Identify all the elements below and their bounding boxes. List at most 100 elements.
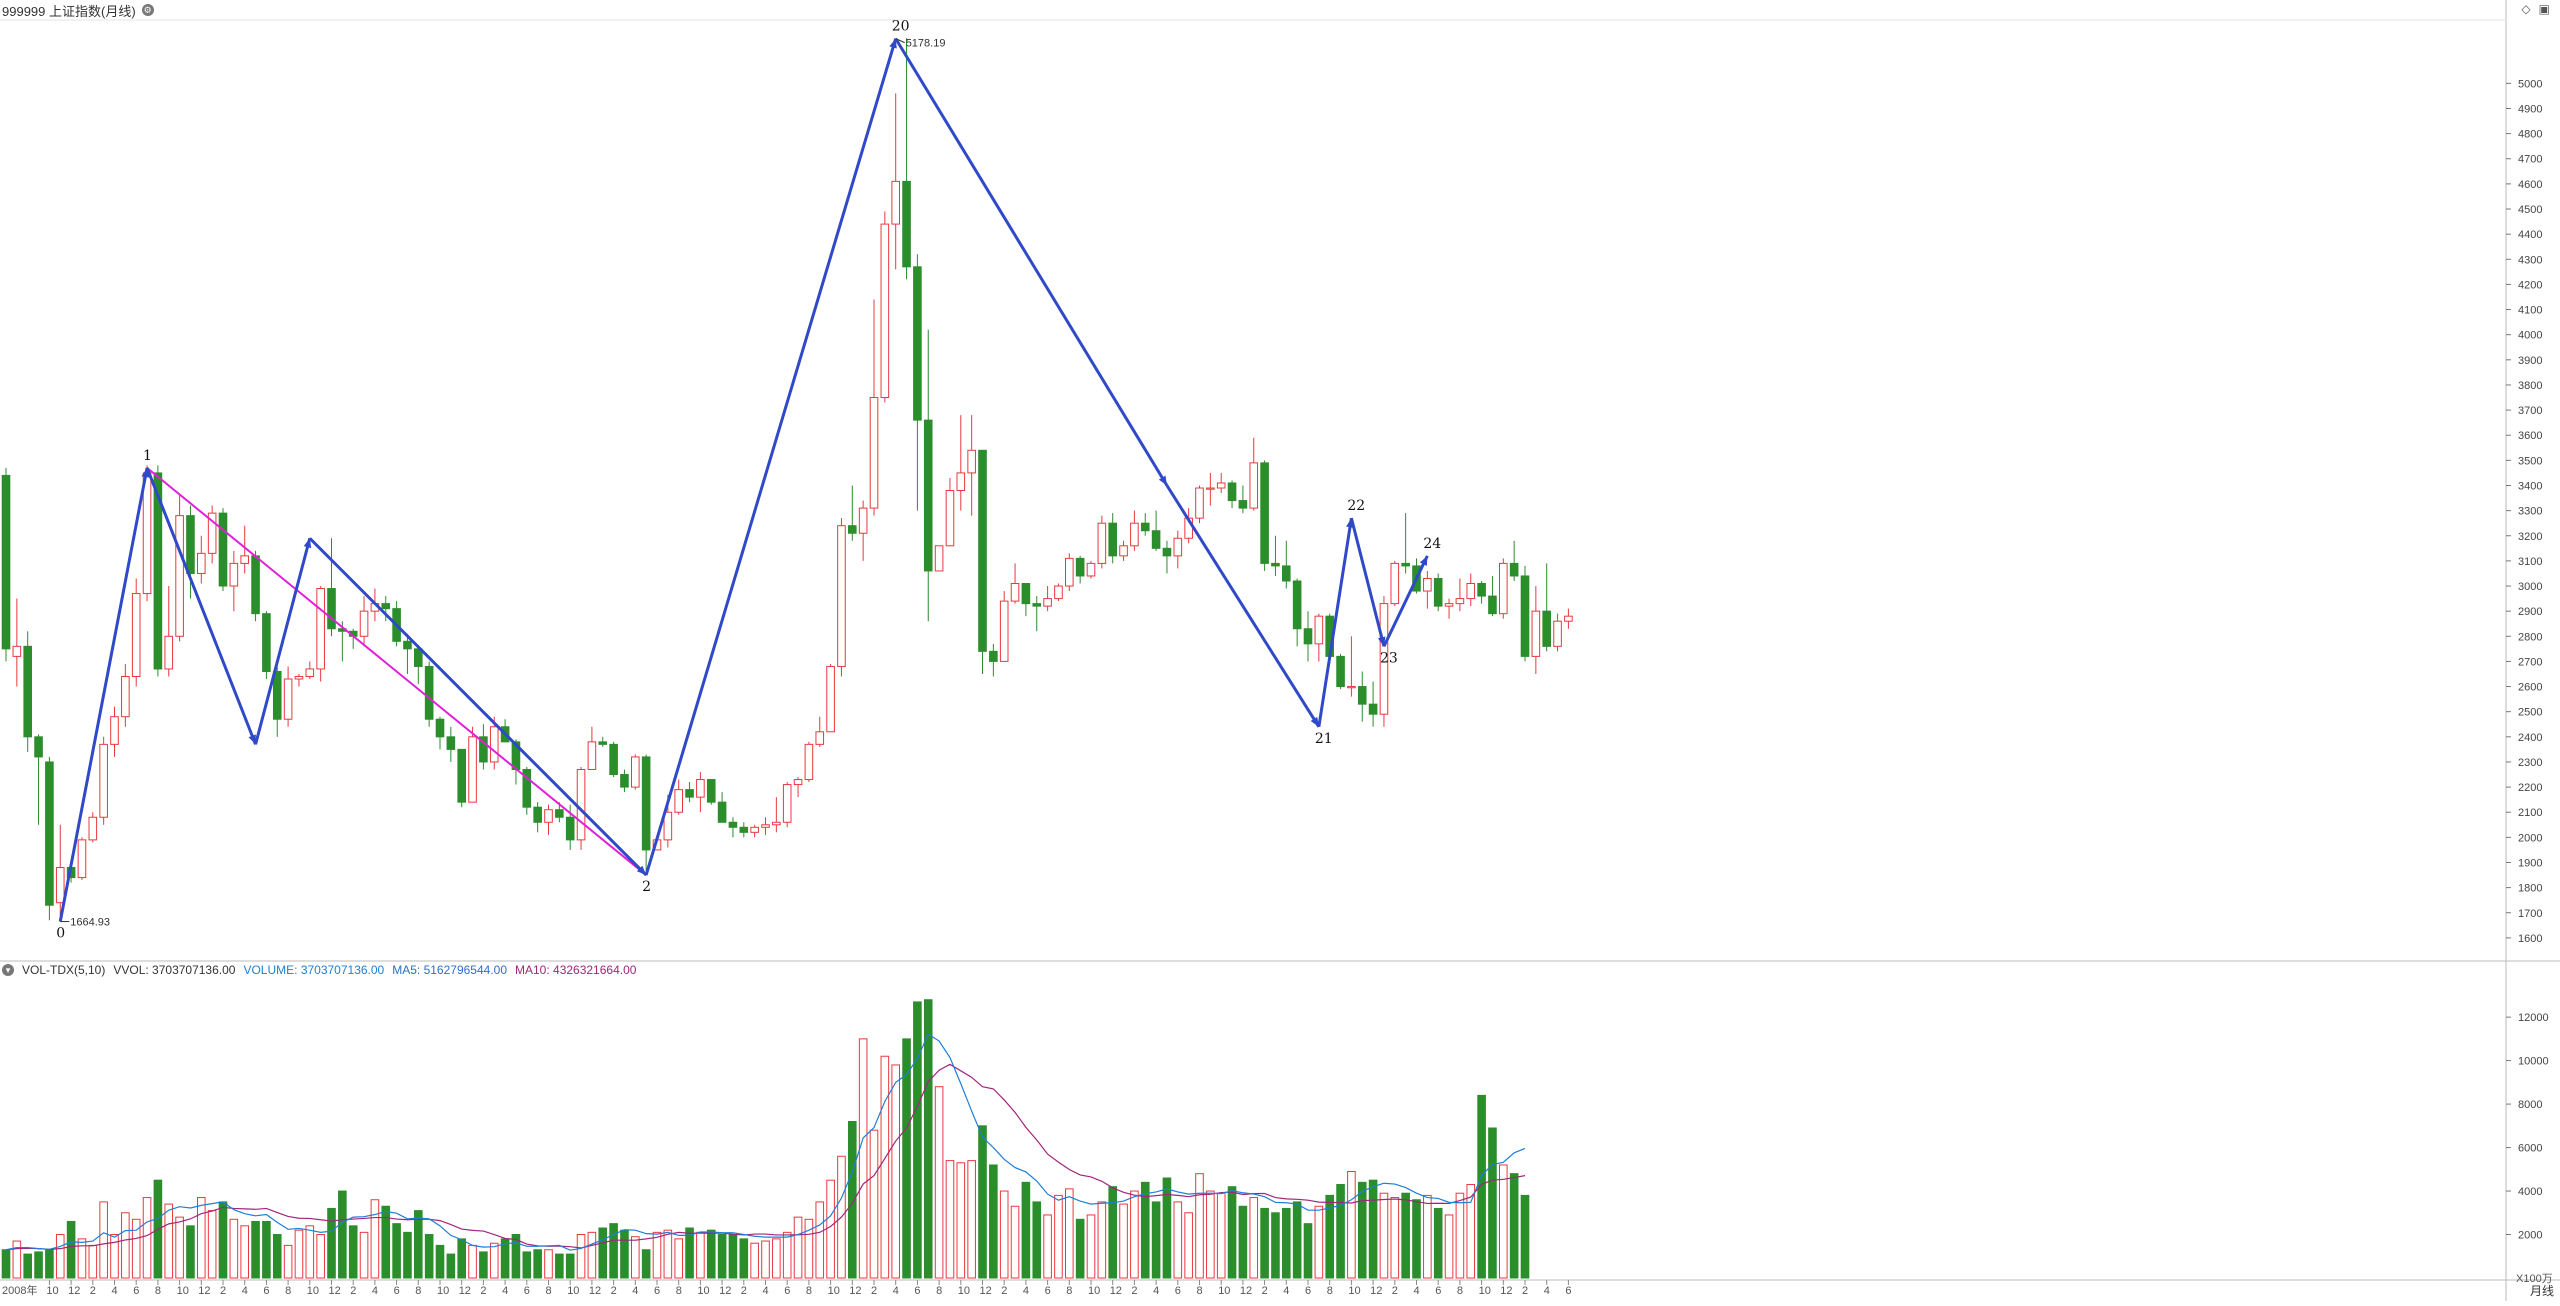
- volume-bar: [1444, 1214, 1454, 1279]
- candle: [1260, 462, 1269, 564]
- volume-bar: [283, 1244, 293, 1279]
- volume-bar: [1032, 1201, 1042, 1279]
- price-tick-label: 1900: [2518, 857, 2542, 869]
- volume-bar: [934, 1086, 944, 1279]
- diamond-icon[interactable]: ◇: [2521, 2, 2531, 16]
- candle: [99, 743, 108, 818]
- candle: [229, 562, 239, 587]
- wave-label: 20: [892, 19, 910, 35]
- time-tick-label: 4: [893, 1285, 899, 1297]
- volume-bar: [1, 1249, 11, 1279]
- gear-icon[interactable]: ⚙: [141, 4, 154, 16]
- volume-bar: [967, 1160, 976, 1279]
- time-tick-label: 8: [546, 1285, 552, 1297]
- candle: [359, 610, 369, 637]
- time-tick-label: 12: [68, 1285, 80, 1297]
- volume-bar: [1303, 1223, 1313, 1279]
- volume-bar: [620, 1229, 629, 1279]
- price-tick-label: 3300: [2518, 506, 2542, 518]
- price-tick-label: 4400: [2518, 229, 2542, 241]
- time-tick-label: 2: [611, 1285, 617, 1297]
- volume-bar: [489, 1242, 499, 1279]
- wave-arrowhead: [1158, 475, 1167, 486]
- volume-bar: [479, 1251, 488, 1279]
- candle: [555, 809, 564, 818]
- candle: [1357, 686, 1367, 705]
- candle: [869, 397, 879, 509]
- indicator-label[interactable]: VOL-TDX(5,10): [22, 963, 106, 977]
- time-tick-label: 2: [1262, 1285, 1268, 1297]
- candle: [316, 588, 325, 670]
- volume-bar: [1314, 1205, 1324, 1279]
- volume-bar: [294, 1229, 304, 1279]
- wave-segment: [1317, 517, 1353, 728]
- volume-bar: [197, 1197, 206, 1279]
- volume-bar: [142, 1197, 152, 1279]
- volume-bar: [902, 1038, 911, 1279]
- indicator-menu-icon[interactable]: ▾: [2, 964, 14, 976]
- volume-bar: [1097, 1201, 1107, 1279]
- candle: [1292, 580, 1302, 630]
- volume-bar: [327, 1207, 336, 1279]
- candle: [858, 507, 868, 534]
- volume-bar: [793, 1216, 803, 1279]
- time-tick-label: 12: [329, 1285, 341, 1297]
- candle: [468, 736, 477, 803]
- candle: [544, 809, 553, 823]
- time-tick-label: 8: [415, 1285, 421, 1297]
- volume-bar: [1173, 1201, 1183, 1279]
- candle: [1097, 522, 1107, 564]
- volume-bar: [652, 1231, 662, 1279]
- candle: [1455, 598, 1465, 605]
- candle: [1390, 562, 1400, 605]
- candle: [294, 676, 304, 680]
- candle: [717, 801, 727, 823]
- candle: [403, 640, 412, 650]
- extreme-value-label: 5178.19: [906, 38, 946, 50]
- price-tick-label: 2900: [2518, 606, 2542, 618]
- period-button[interactable]: 月线: [2529, 1284, 2554, 1298]
- candle: [446, 736, 456, 750]
- candle: [1238, 500, 1248, 509]
- volume-bar: [1130, 1190, 1139, 1279]
- candle: [1509, 562, 1519, 577]
- volume-bar: [468, 1244, 477, 1279]
- volume-bar: [1520, 1194, 1530, 1279]
- volume-bar: [739, 1238, 749, 1279]
- candle: [142, 472, 152, 595]
- chart-title-bar: 999999 上证指数(月线) ⚙: [2, 1, 154, 19]
- volume-bar: [1477, 1094, 1486, 1279]
- volume-bar: [1509, 1173, 1519, 1279]
- price-tick-label: 1600: [2518, 933, 2542, 945]
- volume-bar: [880, 1055, 890, 1279]
- price-tick-label: 3700: [2518, 405, 2542, 417]
- wave-label: 22: [1347, 498, 1365, 514]
- wave-segment: [58, 467, 149, 922]
- volume-bar: [848, 1120, 857, 1279]
- wave-segment: [308, 537, 648, 877]
- candle: [1130, 522, 1139, 547]
- price-tick-label: 4000: [2518, 330, 2542, 342]
- candle: [186, 515, 195, 574]
- panel-icon[interactable]: ▣: [2538, 2, 2550, 16]
- candle: [1086, 562, 1096, 577]
- volume-bar: [609, 1223, 618, 1279]
- wave-label: 2: [642, 879, 651, 895]
- volume-bar: [88, 1244, 98, 1279]
- candle: [696, 779, 705, 798]
- candle: [978, 449, 987, 652]
- candle: [999, 600, 1009, 662]
- time-tick-label: 2: [480, 1285, 486, 1297]
- candle: [1347, 686, 1356, 689]
- candle: [1466, 583, 1476, 600]
- time-tick-label: 10: [828, 1285, 840, 1297]
- time-tick-label: 4: [502, 1285, 508, 1297]
- price-tick-label: 2600: [2518, 682, 2542, 694]
- time-tick-label: 8: [285, 1285, 291, 1297]
- time-tick-label: 4: [1023, 1285, 1029, 1297]
- time-tick-label: 10: [697, 1285, 709, 1297]
- volume-bar: [1412, 1199, 1421, 1279]
- candle: [565, 816, 575, 841]
